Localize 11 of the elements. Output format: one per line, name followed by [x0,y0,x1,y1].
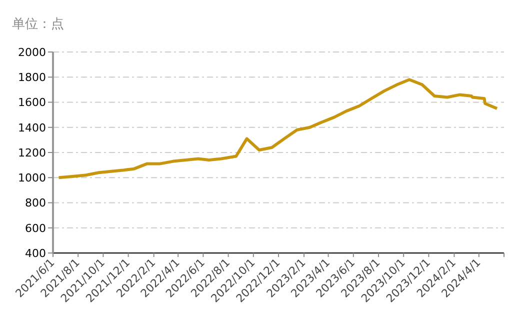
y-tick-label: 1800 [18,71,46,84]
y-tick-label: 400 [25,246,46,260]
y-tick-label: 1000 [18,172,46,185]
y-tick-label: 2000 [18,46,46,59]
y-tick-label: 1200 [18,146,46,160]
y-tick-label: 1600 [18,96,46,110]
y-axis-title: 单位：点 [12,16,64,33]
y-tick-label: 1400 [18,121,46,134]
line-series [57,78,499,180]
y-tick-label: 800 [25,196,46,210]
y-tick-label: 600 [25,222,46,235]
